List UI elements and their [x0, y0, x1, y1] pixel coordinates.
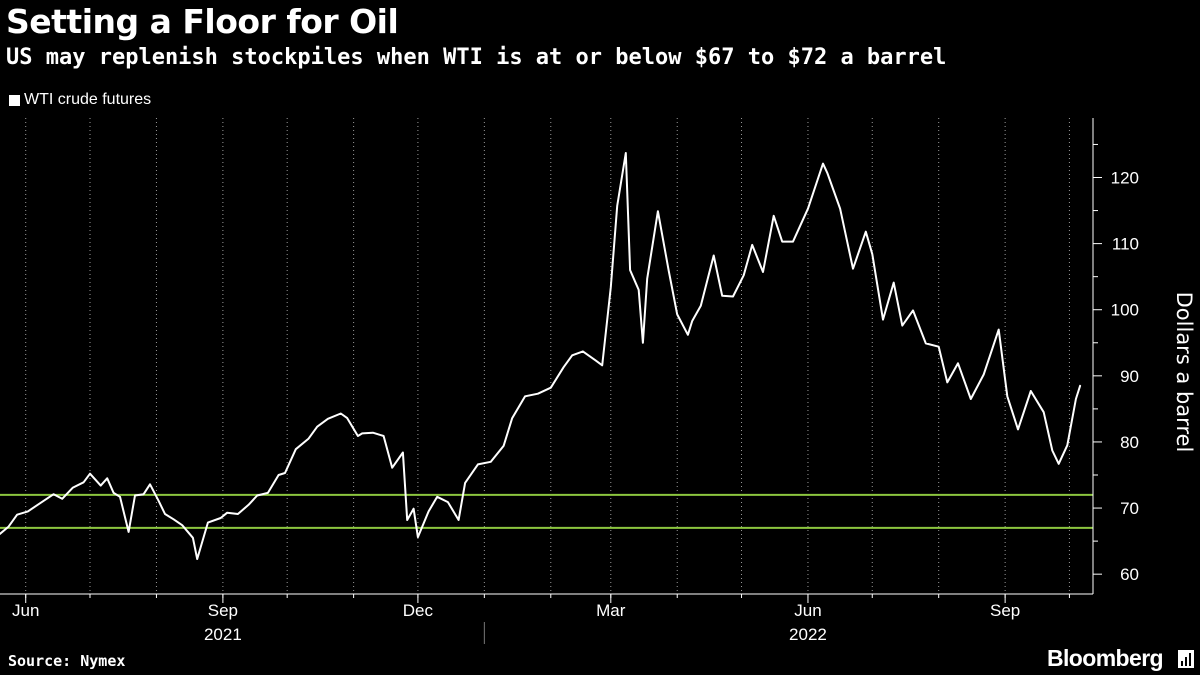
- y-tick-label: 70: [1120, 499, 1139, 518]
- x-tick-label: Jun: [12, 601, 39, 620]
- bloomberg-chart-icon: [1178, 650, 1194, 668]
- x-year-label: 2022: [789, 625, 827, 644]
- chart-title: Setting a Floor for Oil: [6, 2, 399, 41]
- reference-lines: [0, 493, 1093, 529]
- y-tick-label: 100: [1111, 301, 1139, 320]
- legend-label: WTI crude futures: [24, 91, 152, 108]
- y-tick-label: 60: [1120, 565, 1139, 584]
- legend-swatch: [9, 94, 20, 106]
- x-tick-label: Sep: [208, 601, 238, 620]
- x-tick-label: Dec: [403, 601, 434, 620]
- source-note: Source: Nymex: [8, 652, 126, 670]
- x-tick-label: Mar: [596, 601, 626, 620]
- x-axis: Jun Sep Dec Mar Jun Sep 2021 2022: [0, 593, 1093, 644]
- y-tick-label: 120: [1111, 169, 1139, 188]
- legend: WTI crude futures: [9, 91, 151, 109]
- x-tick-label: Sep: [990, 601, 1020, 620]
- chart-subtitle: US may replenish stockpiles when WTI is …: [6, 45, 947, 70]
- y-axis: 60 70 80 90 100 110 120: [1092, 118, 1139, 594]
- y-tick-label: 110: [1112, 235, 1139, 254]
- x-tick-label: Jun: [794, 601, 821, 620]
- x-year-label: 2021: [204, 625, 242, 644]
- y-tick-label: 90: [1120, 367, 1139, 386]
- y-axis-label: Dollars a barrel: [1172, 292, 1196, 453]
- y-tick-label: 80: [1120, 433, 1139, 452]
- grid: [25, 118, 1070, 594]
- series: [0, 152, 1082, 560]
- brand-logo: Bloomberg: [1047, 645, 1164, 671]
- series-line-wti: [0, 152, 1082, 560]
